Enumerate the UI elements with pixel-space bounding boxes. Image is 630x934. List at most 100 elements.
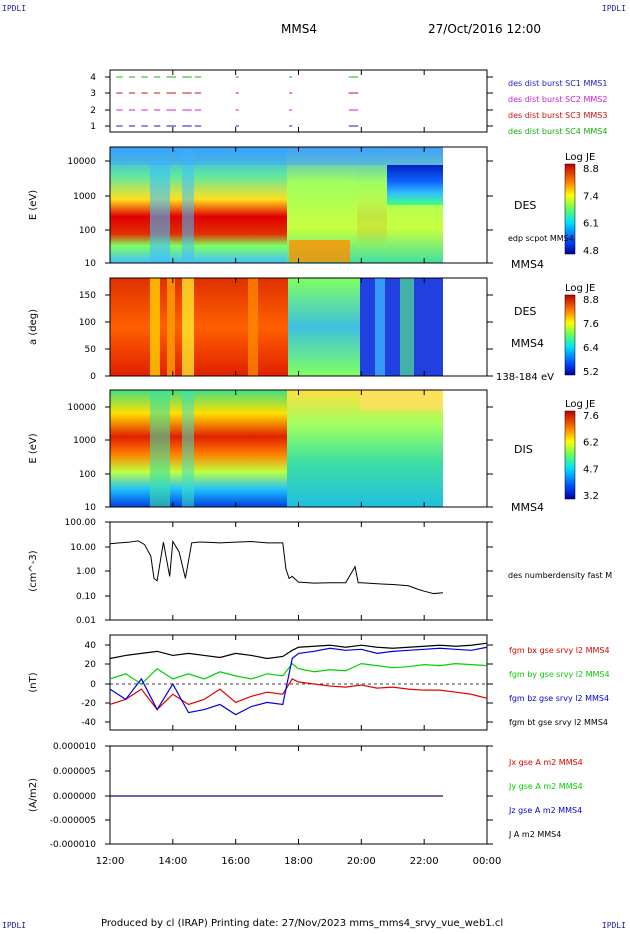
spacecraft-title: MMS4 [281,22,317,36]
x-tick-label: 18:00 [284,856,313,867]
series-legend: fgm by gse srvy l2 MMS4 [509,670,610,679]
series-legend: des numberdensity fast M [508,571,612,580]
y-axis-label: E (eV) [28,190,39,220]
colorbar-tick-label: 5.2 [583,367,599,378]
colorbar-tick-label: 8.8 [583,164,599,175]
y-axis-label: (A/m2) [28,778,39,812]
y-tick-label: 150 [79,291,96,301]
colorbar-title: Log JE [565,399,595,410]
x-tick-label: 20:00 [347,856,376,867]
bfield-line [109,662,488,685]
x-tick-label: 16:00 [221,856,250,867]
corner-label-bottom-left: IPDLI [2,921,27,930]
instrument-label: DES [514,305,536,318]
burst-panel [109,69,488,133]
colorbar-title: Log JE [565,283,595,294]
des-energy-spectrogram [110,147,443,263]
y-tick-label: 0.000010 [53,742,96,752]
y-tick-label: 100.00 [65,518,97,528]
instrument-label: DIS [514,443,533,456]
des-energy-colorbar [564,163,576,255]
legend-entry: des dist burst SC2 MMS2 [508,95,607,104]
series-legend: fgm bz gse srvy l2 MMS4 [509,694,609,703]
spacecraft-label: MMS4 [511,501,544,514]
legend-entry: des dist burst SC3 MMS3 [508,111,607,120]
colorbar-tick-label: 7.6 [583,319,599,330]
corner-label-bottom-right: IPDLI [601,921,626,930]
y-tick-label: 100 [79,318,96,328]
current-frame [109,745,488,845]
energy-range-label: 138-184 eV [496,372,554,383]
bfield-line [109,642,488,660]
y-tick-label: -0.000010 [50,840,96,850]
des-pitch-spectrogram [110,278,443,376]
corner-label-top-right: IPDLI [601,4,626,13]
y-tick-label: 40 [85,641,97,651]
y-axis-label: (nT) [28,672,39,692]
y-tick-label: 10000 [67,403,96,413]
series-legend: J A m2 MMS4 [508,830,561,839]
bfield-line [109,646,488,716]
y-tick-label: 0.01 [76,616,96,626]
colorbar-tick-label: 4.7 [583,464,599,475]
burst-frame [109,69,488,133]
y-tick-label: 0.000005 [53,767,96,777]
colorbar-tick-label: 6.2 [583,438,599,449]
colorbar-tick-label: 3.2 [583,491,599,502]
dis-energy-panel [109,389,488,508]
dis-energy-spectrogram [110,390,443,507]
colorbar-title: Log JE [565,152,595,163]
y-tick-label: -20 [81,699,96,709]
y-tick-label: 0.10 [76,592,96,602]
instrument-label: DES [514,199,536,212]
series-legend: Jy gse A m2 MMS4 [508,782,583,791]
y-tick-label: -0.000005 [50,816,96,826]
y-tick-label: 10 [85,503,97,513]
x-tick-label: 22:00 [410,856,439,867]
series-legend: Jz gse A m2 MMS4 [508,806,582,815]
y-tick-label: 1000 [73,436,96,446]
y-tick-label: 100 [79,470,96,480]
colorbar-tick-label: 7.4 [583,191,599,202]
y-tick-label: 0.000000 [53,792,96,802]
magnetic-field-panel [109,634,488,731]
series-legend: fgm bx gse srvy l2 MMS4 [509,646,610,655]
colorbar-tick-label: 8.8 [583,295,599,306]
y-axis-label: (cm^-3) [28,550,39,591]
corner-label-top-left: IPDLI [2,4,27,13]
footer-credit: Produced by cl (IRAP) Printing date: 27/… [101,918,504,929]
colorbar-tick-label: 4.8 [583,246,599,257]
y-tick-label: 3 [90,89,96,99]
legend-entry: des dist burst SC1 MMS1 [508,79,607,88]
des-pitch-colorbar [564,294,576,376]
y-tick-label: 10.00 [70,543,96,553]
des-energy-panel [109,146,488,264]
colorbar-tick-label: 6.4 [583,343,599,354]
y-tick-label: -40 [81,718,96,728]
y-tick-label: 1 [90,122,96,132]
colorbar-tick-label: 6.1 [583,219,599,230]
y-tick-label: 2 [90,106,96,116]
y-tick-label: 50 [85,345,97,355]
x-tick-label: 12:00 [96,856,125,867]
bfield-line [109,678,488,711]
spacecraft-label: MMS4 [511,337,544,350]
spacecraft-label: MMS4 [511,258,544,271]
series-legend: fgm bt gse srvy l2 MMS4 [509,718,608,727]
current-panel [109,745,488,845]
y-axis-label: a (deg) [28,309,39,345]
y-tick-label: 0 [90,680,96,690]
y-tick-label: 10000 [67,157,96,167]
dis-energy-colorbar [564,410,576,500]
des-pitch-panel [109,277,488,377]
y-tick-label: 20 [85,660,97,670]
x-tick-label: 00:00 [473,856,502,867]
colorbar-tick-label: 7.6 [583,411,599,422]
density-frame [109,521,488,621]
overlay-label: edp scpot MMS4 [508,234,574,243]
density-line [109,539,444,595]
y-axis-label: E (eV) [28,433,39,463]
y-tick-label: 4 [90,73,96,83]
legend-entry: des dist burst SC4 MMS4 [508,127,607,136]
